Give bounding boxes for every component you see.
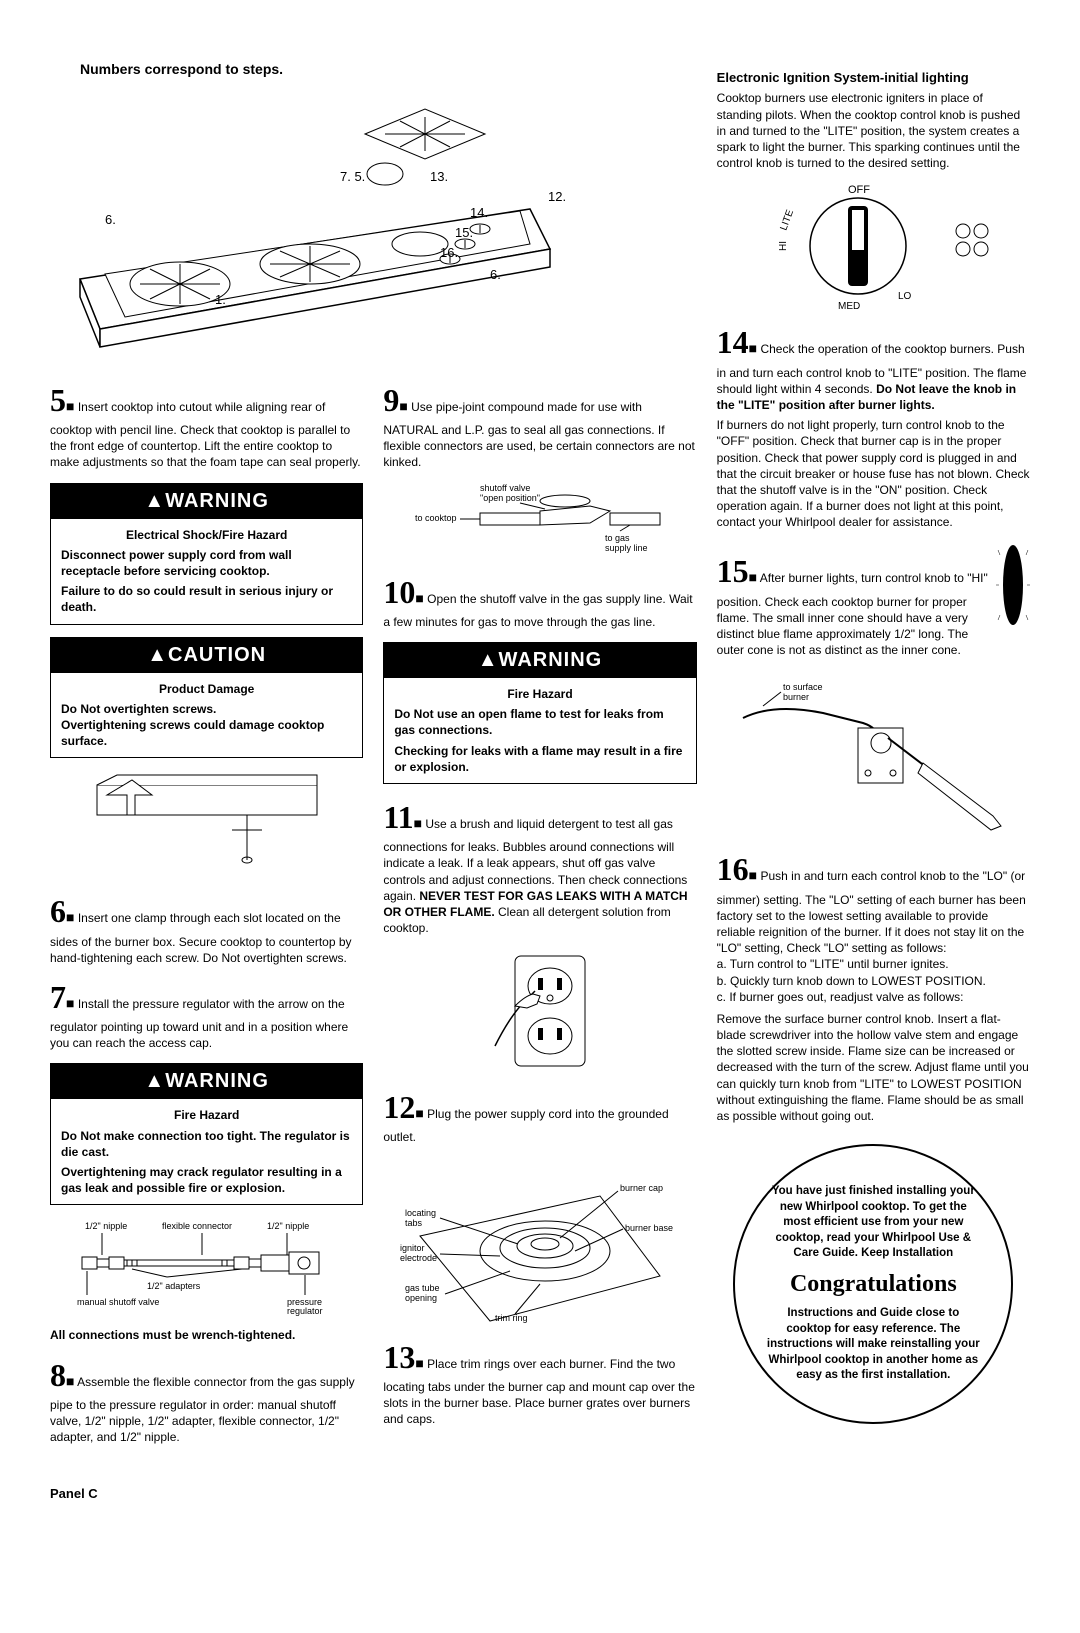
svg-text:1/2" nipple: 1/2" nipple [267,1221,309,1231]
flame-icon [996,540,1030,630]
svg-text:shutoff valve: shutoff valve [480,483,530,493]
lbl-6a: 6. [105,212,116,227]
svg-text:tabs: tabs [405,1218,423,1228]
valve-diagram: shutoff valve "open position" to cooktop… [383,481,696,561]
svg-text:burner base: burner base [625,1223,673,1233]
ignition-title: Electronic Ignition System-initial light… [717,69,1030,87]
burner-diagram: burner cap locatingtabs burner base igni… [383,1156,696,1326]
step-9: 9■ Use pipe-joint compound made for use … [383,379,696,471]
svg-text:burner cap: burner cap [620,1183,663,1193]
warning-fire-regulator: ▲WARNING Fire Hazard Do Not make connect… [50,1063,363,1205]
svg-text:opening: opening [405,1293,437,1303]
svg-text:gas tube: gas tube [405,1283,440,1293]
knob-diagram: OFF LITE HI MED LO [717,181,1030,311]
warning-electrical: ▲WARNING Electrical Shock/Fire Hazard Di… [50,483,363,625]
step-14: 14■ Check the operation of the cooktop b… [717,321,1030,530]
svg-text:1/2" nipple: 1/2" nipple [85,1221,127,1231]
clamp-diagram [50,770,363,880]
svg-text:ignitor: ignitor [400,1243,425,1253]
svg-text:MED: MED [838,301,860,311]
caution-damage: ▲CAUTION Product Damage Do Not overtight… [50,637,363,759]
step-15: 15■ After burner lights, turn control kn… [717,550,990,658]
svg-text:1/2" adapters: 1/2" adapters [147,1281,201,1291]
svg-text:supply line: supply line [605,543,648,553]
lbl-16: 16. [440,245,458,260]
header-note: Numbers correspond to steps. [80,60,610,79]
column-1: 5■ Insert cooktop into cutout while alig… [50,369,363,1455]
step-5: 5■ Insert cooktop into cutout while alig… [50,379,363,471]
connector-diagram: 1/2" nipple flexible connector 1/2" nipp… [50,1217,363,1317]
column-3: Electronic Ignition System-initial light… [717,69,1030,1455]
lbl-3: 3. [305,347,316,349]
step-6: 6■ Insert one clamp through each slot lo… [50,890,363,966]
svg-text:to gas: to gas [605,533,630,543]
wrench-note: All connections must be wrench-tightened… [50,1327,363,1343]
step-10: 10■ Open the shutoff valve in the gas su… [383,571,696,630]
svg-text:burner: burner [783,692,809,702]
svg-text:to cooktop: to cooktop [415,513,457,523]
lbl-6b: 6. [490,267,501,282]
svg-text:HI: HI [778,241,789,251]
step-8: 8■ Assemble the flexible connector from … [50,1354,363,1446]
lbl-14: 14. [470,205,488,220]
lbl-12: 12. [548,189,566,204]
svg-text:regulator: regulator [287,1306,323,1316]
lbl-13: 13. [430,169,448,184]
step-13: 13■ Place trim rings over each burner. F… [383,1336,696,1428]
svg-text:to surface: to surface [783,682,823,692]
step-16: 16■ Push in and turn each control knob t… [717,848,1030,1124]
step-7: 7■ Install the pressure regulator with t… [50,976,363,1052]
warning-fire-leak: ▲WARNING Fire Hazard Do Not use an open … [383,642,696,784]
lbl-15: 15. [455,225,473,240]
step-12: 12■ Plug the power supply cord into the … [383,1086,696,1145]
svg-text:LO: LO [898,291,912,302]
ignition-intro: Cooktop burners use electronic igniters … [717,90,1030,171]
panel-label: Panel C [50,1485,1030,1503]
svg-text:flexible connector: flexible connector [162,1221,232,1231]
congratulations-circle: You have just finished installing your n… [733,1144,1013,1424]
svg-text:electrode: electrode [400,1253,437,1263]
column-2: 9■ Use pipe-joint compound made for use … [383,369,696,1455]
svg-text:"open position": "open position" [480,493,540,503]
step-11: 11■ Use a brush and liquid detergent to … [383,796,696,936]
lbl-5: 7. 5. [340,169,365,184]
outlet-diagram [383,946,696,1076]
svg-text:OFF: OFF [848,184,870,196]
screwdriver-diagram: to surface burner [717,678,1030,838]
cooktop-diagram: 6. 1. 3. 7. 5. 13. 12. 14. 15. 16. 6. [50,89,590,349]
svg-text:locating: locating [405,1208,436,1218]
svg-text:trim ring: trim ring [495,1313,528,1323]
svg-text:LITE: LITE [779,208,797,232]
svg-text:manual shutoff valve: manual shutoff valve [77,1297,159,1307]
lbl-1: 1. [215,292,226,307]
